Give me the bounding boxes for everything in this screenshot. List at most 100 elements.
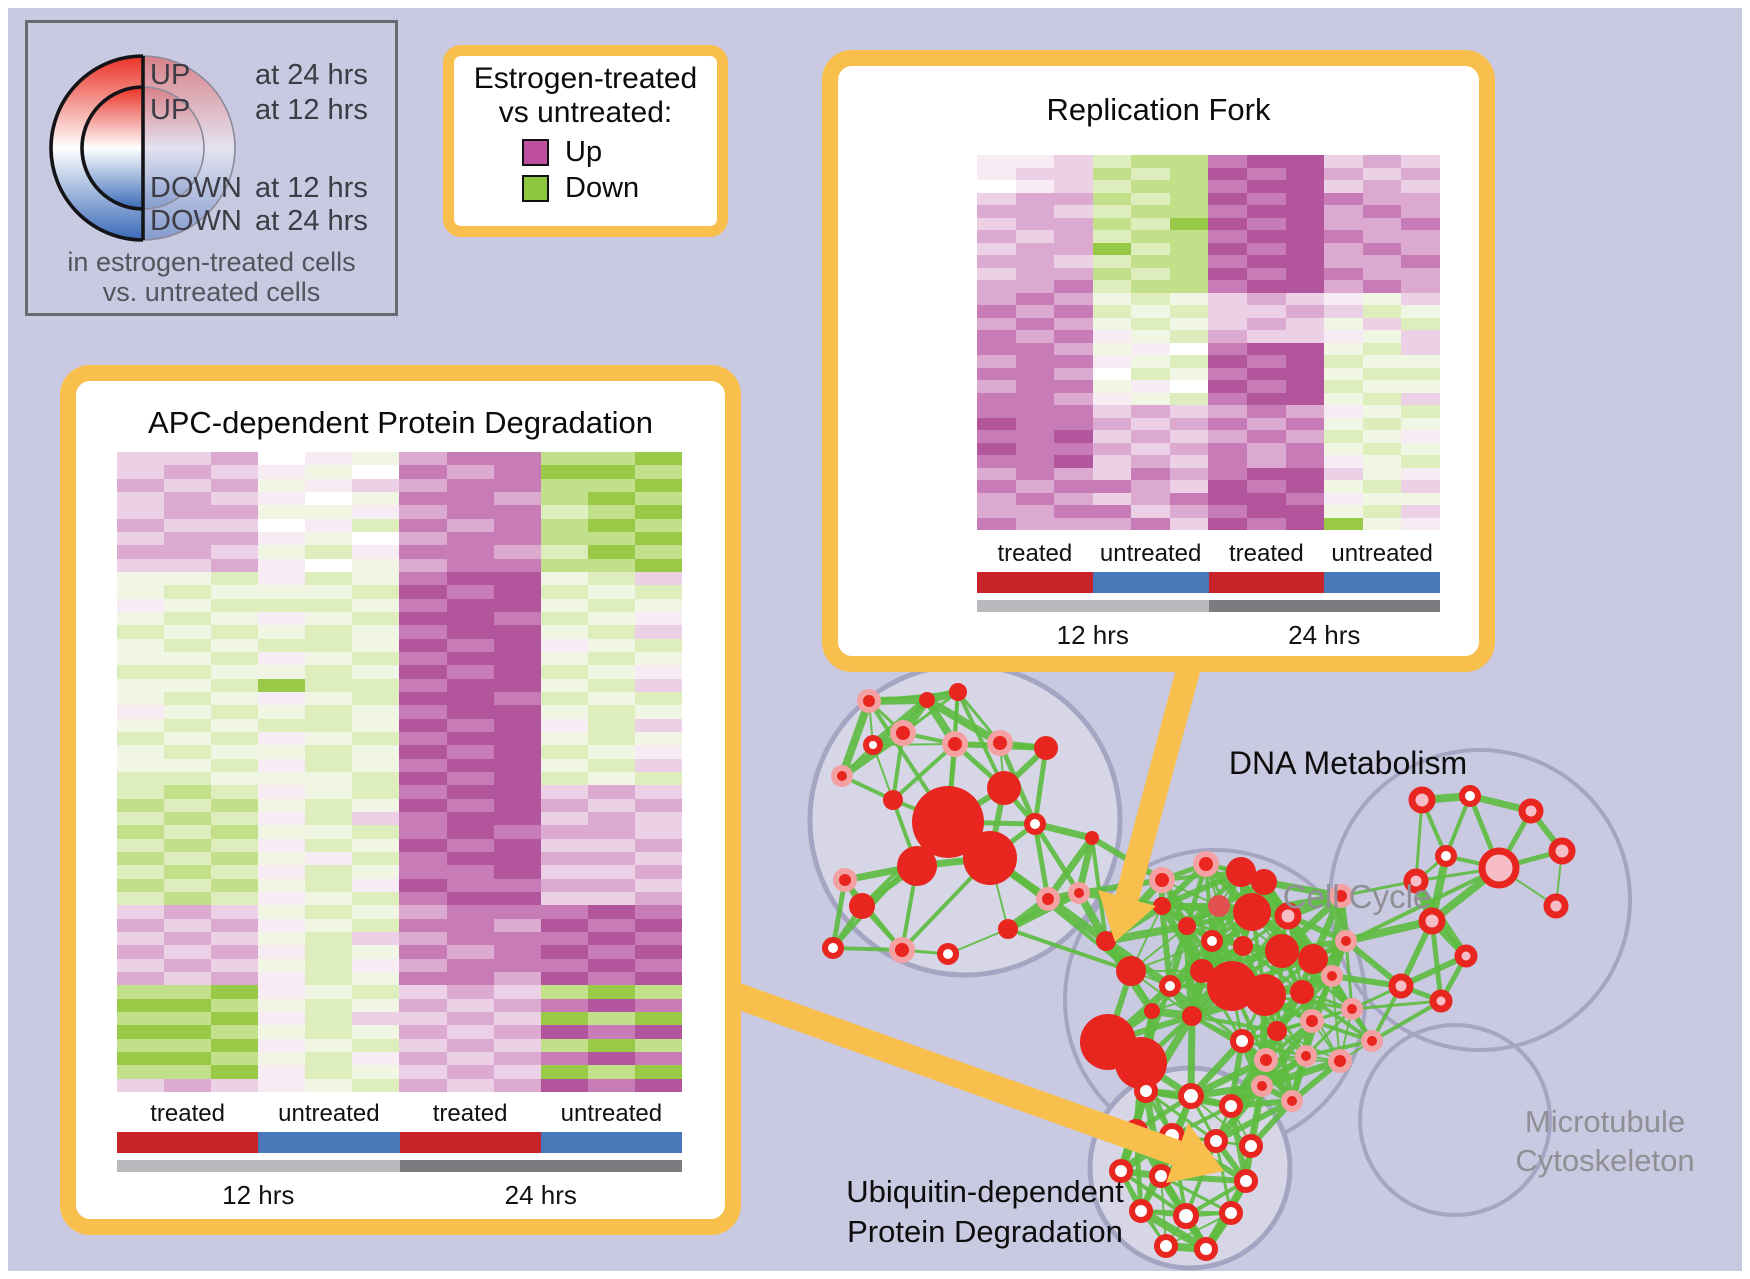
- heatmap-cell: [1401, 242, 1440, 255]
- heatmap-cell: [540, 865, 588, 879]
- time12-bar: [977, 600, 1209, 612]
- heatmap-cell: [1131, 280, 1170, 293]
- heatmap-cell: [352, 585, 400, 599]
- heatmap-cell: [1054, 292, 1093, 305]
- down-swatch: [522, 175, 549, 202]
- network-edge: [956, 691, 1006, 789]
- heatmap-cell: [352, 731, 400, 746]
- heatmap-cell: [117, 505, 165, 519]
- heatmap-cell: [540, 505, 588, 519]
- arrow-apc-to-ubiquitin-shaft: [730, 982, 1182, 1166]
- heatmap-cell: [1285, 430, 1325, 443]
- heatmap-cell: [587, 958, 635, 972]
- heatmap-cell: [1169, 517, 1209, 530]
- heatmap-cell: [1401, 205, 1440, 218]
- heatmap-cell: [352, 518, 400, 532]
- heatmap-cell: [1362, 430, 1402, 443]
- heatmap-cell: [1362, 467, 1402, 480]
- heatmap-cell: [1169, 192, 1209, 205]
- heatmap-cell: [1169, 155, 1209, 168]
- network-node: [1403, 868, 1429, 894]
- heatmap-cell: [446, 825, 494, 839]
- heatmap-cell: [587, 678, 635, 692]
- heatmap-cell: [587, 611, 635, 626]
- heatmap-cell: [1131, 405, 1170, 418]
- network-node: [857, 689, 881, 713]
- heatmap-cell: [587, 691, 635, 706]
- heatmap-cell: [977, 330, 1016, 343]
- heatmap-cell: [164, 518, 212, 532]
- heatmap-cell: [211, 771, 259, 786]
- heatmap-cell: [1247, 317, 1286, 330]
- heatmap-cell: [211, 625, 259, 639]
- updown-word-4: DOWN: [150, 205, 242, 237]
- heatmap-cell: [258, 1078, 306, 1092]
- heatmap-cell: [258, 505, 306, 519]
- heatmap-cell: [1054, 392, 1093, 405]
- heatmap-cell: [587, 771, 635, 786]
- heatmap-cell: [305, 611, 353, 626]
- heatmap-cell: [1401, 405, 1440, 418]
- heatmap-cell: [1247, 192, 1286, 205]
- network-edge: [1191, 1014, 1278, 1033]
- heatmap-cell: [258, 491, 306, 506]
- time24-bar: [1208, 600, 1440, 612]
- heatmap-cell: [493, 1011, 541, 1026]
- network-node: [883, 790, 903, 810]
- heatmap-cell: [211, 1051, 259, 1066]
- heatmap-cell: [399, 452, 447, 466]
- apc-title: APC-dependent Protein Degradation: [148, 405, 653, 440]
- heatmap-cell: [493, 465, 541, 479]
- heatmap-cell: [587, 731, 635, 746]
- group-label: treated: [997, 540, 1073, 567]
- heatmap-cell: [1169, 367, 1209, 380]
- heatmap-cell: [305, 878, 353, 892]
- heatmap-cell: [164, 598, 212, 612]
- heatmap-cell: [1324, 317, 1363, 330]
- heatmap-cell: [1208, 355, 1248, 368]
- heatmap-cell: [1247, 217, 1286, 230]
- heatmap-cell: [493, 1038, 541, 1052]
- heatmap-cell: [1015, 417, 1055, 430]
- heatmap-cell: [493, 705, 541, 719]
- heatmap-cell: [399, 811, 447, 826]
- heatmap-cell: [117, 758, 165, 772]
- heatmap-cell: [211, 1025, 259, 1039]
- heatmap-cell: [352, 878, 400, 892]
- heatmap-cell: [399, 625, 447, 639]
- heatmap-cell: [634, 678, 682, 692]
- heatmap-cell: [1015, 230, 1055, 243]
- heatmap-cell: [164, 531, 212, 546]
- heatmap-cell: [493, 731, 541, 746]
- network-edge: [1274, 1030, 1295, 1102]
- heatmap-cell: [399, 478, 447, 492]
- heatmap-cell: [540, 1038, 588, 1052]
- heatmap-cell: [399, 491, 447, 506]
- network-edge: [1045, 835, 1095, 902]
- heatmap-cell: [1092, 230, 1132, 243]
- heatmap-cell: [352, 958, 400, 972]
- heatmap-cell: [399, 705, 447, 719]
- time-label-24hrs: 24 hrs: [504, 1180, 577, 1210]
- heatmap-cell: [1054, 267, 1093, 280]
- heatmap-cell: [493, 491, 541, 506]
- heatmap-cell: [164, 638, 212, 652]
- heatmap-cell: [258, 651, 306, 666]
- heatmap-cell: [587, 1065, 635, 1079]
- heatmap-cell: [977, 455, 1016, 468]
- heatmap-cell: [305, 505, 353, 519]
- heatmap-cell: [540, 571, 588, 586]
- heatmap-cell: [634, 1025, 682, 1039]
- heatmap-cell: [1247, 180, 1286, 193]
- network-node: [1219, 1201, 1243, 1225]
- heatmap-cell: [446, 571, 494, 586]
- updown-word-1: UP: [150, 59, 191, 91]
- heatmap-cell: [117, 1025, 165, 1039]
- heatmap-cell: [305, 771, 353, 786]
- heatmap-cell: [399, 638, 447, 652]
- heatmap-cell: [493, 598, 541, 612]
- network-node: [1429, 989, 1453, 1013]
- heatmap-cell: [117, 918, 165, 932]
- heatmap-cell: [1401, 455, 1440, 468]
- heatmap-cell: [1131, 230, 1170, 243]
